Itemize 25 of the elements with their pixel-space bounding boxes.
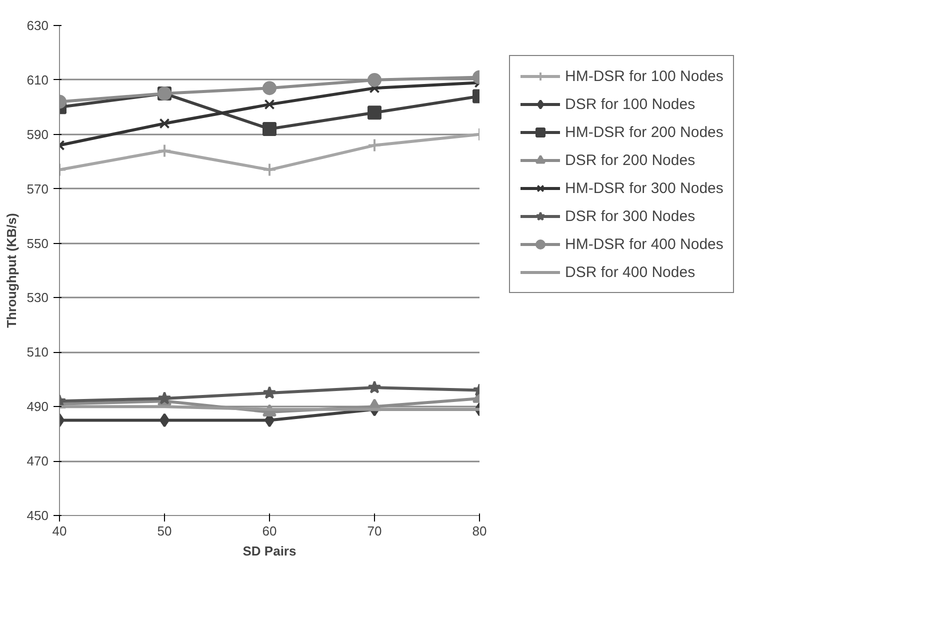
x-tick-label: 70 bbox=[367, 524, 382, 538]
x-tick-label: 50 bbox=[157, 524, 172, 538]
y-tick-label: 610 bbox=[26, 72, 49, 88]
legend-label: DSR for 400 Nodes bbox=[565, 264, 696, 280]
y-tick-label: 490 bbox=[26, 399, 49, 414]
y-tick-label: 450 bbox=[26, 508, 49, 523]
y-tick-label: 470 bbox=[26, 454, 49, 469]
y-tick-label: 570 bbox=[26, 181, 49, 196]
y-tick-label: 530 bbox=[26, 290, 49, 306]
legend-label: DSR for 200 Nodes bbox=[565, 152, 696, 168]
y-tick-label: 550 bbox=[26, 236, 49, 251]
x-tick-label: 80 bbox=[472, 524, 487, 538]
x-tick-label: 40 bbox=[52, 524, 67, 538]
y-tick-label: 590 bbox=[26, 126, 49, 142]
y-axis-title: Throughput (KB/s) bbox=[4, 213, 19, 328]
y-tick-label: 510 bbox=[26, 344, 49, 360]
y-tick-label: 630 bbox=[26, 18, 49, 33]
legend-label: HM-DSR for 300 Nodes bbox=[565, 180, 724, 196]
legend-label: HM-DSR for 400 Nodes bbox=[565, 236, 724, 252]
legend-label: HM-DSR for 200 Nodes bbox=[565, 124, 724, 140]
legend-label: DSR for 100 Nodes bbox=[565, 96, 696, 112]
x-axis-title: SD Pairs bbox=[242, 544, 296, 558]
legend-label: DSR for 300 Nodes bbox=[565, 208, 696, 224]
legend-label: HM-DSR for 100 Nodes bbox=[565, 68, 724, 84]
x-tick-label: 60 bbox=[262, 524, 277, 538]
